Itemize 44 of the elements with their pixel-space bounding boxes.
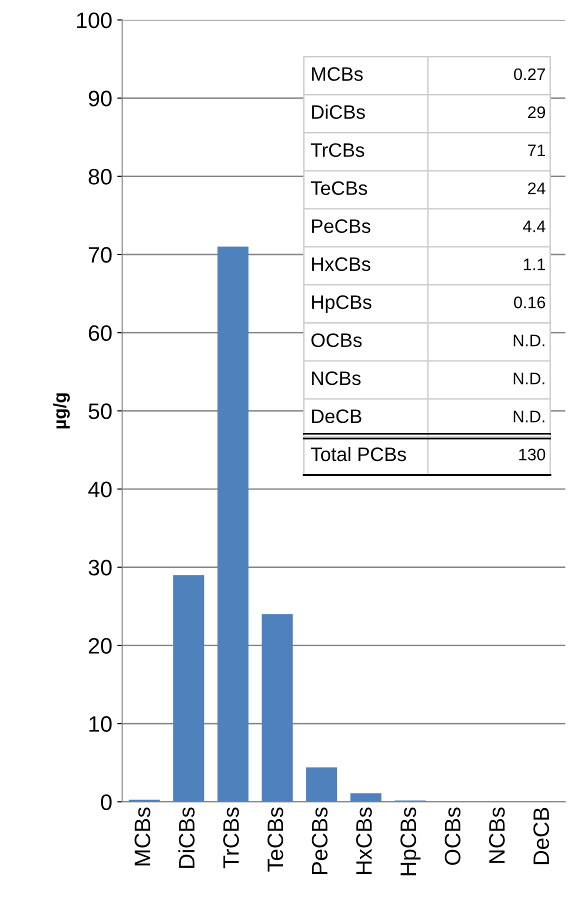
y-tick-label: 100 bbox=[77, 12, 112, 28]
annotation: N.D. bbox=[514, 410, 544, 422]
annotation: 24 bbox=[528, 182, 546, 194]
annotation: N.D. bbox=[514, 372, 544, 384]
y-tick-label: 0 bbox=[100, 794, 112, 810]
category-label: MCBs bbox=[312, 67, 363, 81]
x-tick-label: TeCBs bbox=[268, 807, 284, 872]
x-tick-label: PeCBs bbox=[312, 807, 328, 874]
x-tick-label: HpCBs bbox=[400, 807, 421, 876]
y-tick-label: 60 bbox=[88, 325, 112, 341]
annotation: 4.4 bbox=[523, 220, 546, 232]
annotation: 0.16 bbox=[514, 296, 546, 308]
y-tick-label: 90 bbox=[88, 90, 112, 106]
annotation: 1.1 bbox=[524, 258, 545, 270]
annotation: 130 bbox=[519, 448, 546, 460]
x-tick-label: TrCBs bbox=[223, 807, 239, 868]
category-label: NCBs bbox=[312, 371, 361, 386]
category-label: TrCBs bbox=[310, 143, 364, 157]
y-tick-label: 80 bbox=[88, 168, 112, 185]
y-tick-label: 20 bbox=[88, 638, 112, 654]
y-tick-label: 70 bbox=[88, 247, 112, 263]
category-label: DeCB bbox=[312, 409, 362, 424]
x-tick-label: DeCB bbox=[533, 808, 550, 864]
category-label: OCBs bbox=[311, 333, 362, 348]
annotation: 29 bbox=[528, 106, 546, 118]
x-tick-label: OCBs bbox=[444, 807, 460, 865]
y-tick-label: 10 bbox=[89, 716, 112, 732]
annotation: Total PCBs bbox=[310, 446, 406, 462]
category-label: HpCBs bbox=[312, 295, 372, 313]
category-label: PeCBs bbox=[312, 219, 370, 234]
y-tick-label: 40 bbox=[88, 482, 112, 498]
category-label: TeCBs bbox=[310, 181, 368, 195]
annotation: 0.27 bbox=[514, 68, 545, 80]
x-tick-label: DiCBs bbox=[178, 807, 195, 868]
annotation: N.D. bbox=[514, 334, 544, 346]
x-tick-label: HxCBs bbox=[356, 807, 372, 874]
y-tick-label: 30 bbox=[88, 560, 112, 576]
y-axis-title: µg/g bbox=[52, 393, 70, 428]
category-label: DiCBs bbox=[312, 104, 365, 119]
category-label: HxCBs bbox=[312, 257, 370, 272]
y-tick-label: 50 bbox=[88, 403, 112, 420]
x-tick-label: MCBs bbox=[134, 807, 150, 866]
x-tick-label: NCBs bbox=[489, 807, 505, 863]
annotation: 71 bbox=[528, 144, 545, 156]
